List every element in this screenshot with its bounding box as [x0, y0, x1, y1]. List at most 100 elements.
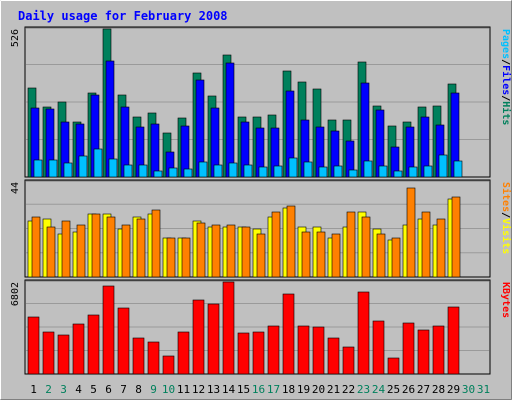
sites-bar-2 — [46, 226, 56, 278]
sites-bar-27 — [421, 211, 431, 278]
visits-sites-legend-part-3: Visits — [500, 218, 512, 254]
sites-bar-11 — [181, 237, 191, 278]
pages-bar-7 — [123, 164, 133, 178]
kbytes-bar-19 — [297, 325, 310, 375]
kbytes-bar-17 — [267, 325, 280, 375]
x-tick-label-2: 2 — [45, 383, 52, 396]
visits-sites-ymax-label: 44 — [10, 182, 21, 194]
kbytes-bar-21 — [327, 337, 340, 375]
hits-files-pages-legend: Pages/Files/Hits — [500, 29, 512, 125]
sites-bar-23 — [361, 216, 371, 278]
sites-bar-24 — [376, 233, 386, 278]
kbytes-ymax-label: 6802 — [10, 282, 21, 306]
x-tick-label-20: 20 — [312, 383, 325, 396]
pages-bar-27 — [423, 165, 433, 178]
hits-files-pages-legend-part-1: Pages — [500, 29, 511, 59]
x-tick-label-13: 13 — [207, 383, 220, 396]
kbytes-bar-26 — [402, 322, 415, 375]
pages-bar-6 — [108, 158, 118, 178]
visits-sites-panel: 44 Sites/Visits — [10, 179, 512, 278]
x-tick-label-4: 4 — [75, 383, 82, 396]
pages-bar-5 — [93, 148, 103, 178]
pages-bar-24 — [378, 165, 388, 178]
sites-bar-21 — [331, 233, 341, 278]
visits-sites-legend-part-1: Sites — [500, 182, 512, 212]
hits-files-pages-legend-part-5: Hits — [500, 101, 512, 125]
kbytes-bar-18 — [282, 293, 295, 375]
sites-bar-7 — [121, 224, 131, 278]
sites-bar-26 — [406, 187, 416, 278]
kbytes-bar-8 — [132, 337, 145, 375]
x-tick-label-7: 7 — [120, 383, 127, 396]
pages-bar-15 — [243, 164, 253, 178]
pages-bar-1 — [33, 159, 43, 178]
pages-bar-11 — [183, 168, 193, 178]
sites-bar-9 — [151, 209, 161, 278]
sites-bar-3 — [61, 220, 71, 278]
sites-bar-18 — [286, 205, 296, 278]
kbytes-bar-20 — [312, 326, 325, 375]
x-tick-label-8: 8 — [135, 383, 142, 396]
x-tick-label-6: 6 — [105, 383, 112, 396]
kbytes-panel: 6802 KBytes — [10, 279, 511, 375]
x-tick-label-28: 28 — [432, 383, 445, 396]
pages-bar-2 — [48, 159, 58, 178]
x-tick-label-11: 11 — [177, 383, 190, 396]
kbytes-bar-5 — [87, 314, 100, 375]
pages-bar-26 — [408, 166, 418, 178]
kbytes-bar-6 — [102, 285, 115, 375]
kbytes-bar-13 — [207, 303, 220, 375]
sites-bar-19 — [301, 231, 311, 278]
kbytes-bar-27 — [417, 329, 430, 375]
kbytes-bar-9 — [147, 341, 160, 375]
chart-title: Daily usage for February 2008 — [18, 9, 228, 23]
pages-bar-17 — [273, 165, 283, 178]
kbytes-bar-12 — [192, 299, 205, 375]
pages-bar-28 — [438, 154, 448, 178]
sites-bar-8 — [136, 218, 146, 278]
kbytes-bar-11 — [177, 331, 190, 375]
visits-sites-legend: Sites/Visits — [500, 182, 512, 254]
x-tick-label-22: 22 — [342, 383, 355, 396]
hits-files-pages-legend-part-4: / — [500, 95, 511, 101]
sites-bar-12 — [196, 222, 206, 278]
pages-bar-25 — [393, 170, 403, 178]
x-tick-label-1: 1 — [30, 383, 37, 396]
pages-bar-21 — [333, 165, 343, 178]
sites-bar-10 — [166, 237, 176, 278]
x-tick-label-12: 12 — [192, 383, 205, 396]
pages-bar-12 — [198, 161, 208, 178]
x-tick-label-5: 5 — [90, 383, 97, 396]
kbytes-bar-16 — [252, 331, 265, 375]
visits-sites-legend-part-2: / — [500, 212, 511, 218]
kbytes-bar-14 — [222, 281, 235, 375]
x-tick-label-31: 31 — [477, 383, 490, 396]
sites-bar-14 — [226, 224, 236, 278]
kbytes-bar-1 — [27, 316, 40, 375]
pages-bar-9 — [153, 170, 163, 178]
pages-bar-22 — [348, 169, 358, 178]
hits-files-pages-legend-part-3: Files — [500, 65, 512, 95]
sites-bar-1 — [31, 216, 41, 278]
x-tick-label-15: 15 — [237, 383, 250, 396]
hits-files-pages-panel: 526 Pages/Files/Hits — [10, 26, 512, 178]
pages-bar-10 — [168, 167, 178, 178]
sites-bar-29 — [451, 196, 461, 278]
x-tick-label-26: 26 — [402, 383, 415, 396]
x-tick-label-18: 18 — [282, 383, 295, 396]
sites-bar-20 — [316, 231, 326, 278]
sites-bar-22 — [346, 211, 356, 278]
x-tick-label-29: 29 — [447, 383, 460, 396]
kbytes-bar-3 — [57, 334, 70, 375]
sites-bar-15 — [241, 226, 251, 278]
kbytes-bar-25 — [387, 357, 400, 375]
sites-bar-4 — [76, 224, 86, 278]
x-tick-label-23: 23 — [357, 383, 370, 396]
pages-bar-3 — [63, 162, 73, 178]
kbytes-bar-28 — [432, 325, 445, 375]
kbytes-bar-22 — [342, 346, 355, 375]
pages-bar-23 — [363, 160, 373, 178]
sites-bar-16 — [256, 233, 266, 278]
x-tick-label-21: 21 — [327, 383, 340, 396]
pages-bar-14 — [228, 162, 238, 178]
